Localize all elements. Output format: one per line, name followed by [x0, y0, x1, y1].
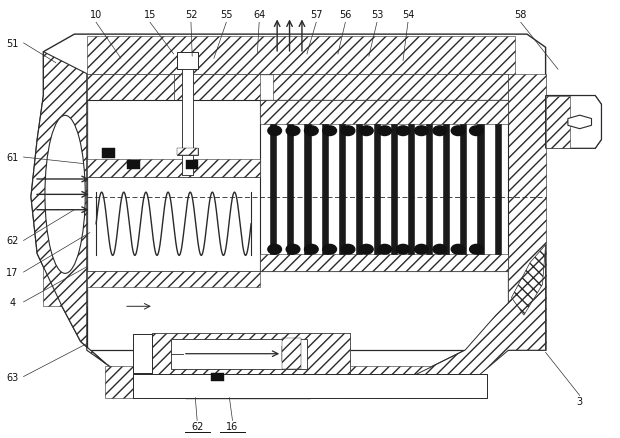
Text: 4: 4: [9, 297, 16, 307]
Circle shape: [396, 127, 410, 136]
Text: 17: 17: [6, 268, 19, 277]
Bar: [182, 70, 193, 175]
Polygon shape: [568, 116, 591, 129]
Text: 64: 64: [253, 11, 265, 20]
Bar: [182, 70, 193, 175]
Text: 52: 52: [185, 11, 197, 20]
Polygon shape: [512, 245, 546, 315]
Bar: [152, 333, 350, 374]
Circle shape: [341, 245, 355, 254]
Bar: [460, 125, 466, 254]
Circle shape: [433, 245, 446, 254]
Circle shape: [378, 127, 392, 136]
Polygon shape: [282, 346, 295, 361]
Bar: [408, 125, 414, 254]
Text: 58: 58: [515, 11, 527, 20]
Bar: [105, 366, 477, 399]
Text: 53: 53: [371, 11, 383, 20]
Bar: [133, 374, 487, 399]
Bar: [260, 254, 508, 272]
Bar: [87, 272, 260, 287]
Bar: [211, 373, 224, 381]
Circle shape: [341, 127, 355, 136]
Bar: [133, 374, 487, 399]
Text: 62: 62: [6, 236, 19, 246]
Circle shape: [415, 127, 428, 136]
Bar: [495, 125, 501, 254]
Bar: [133, 334, 152, 373]
Polygon shape: [546, 96, 601, 149]
Text: 15: 15: [144, 11, 156, 20]
Circle shape: [415, 245, 428, 254]
Bar: [87, 37, 515, 74]
Bar: [87, 74, 174, 101]
Bar: [174, 74, 260, 101]
Bar: [374, 125, 380, 254]
Bar: [391, 125, 397, 254]
Text: 10: 10: [90, 11, 102, 20]
Circle shape: [323, 245, 337, 254]
Bar: [425, 125, 432, 254]
Circle shape: [268, 127, 281, 136]
Bar: [304, 125, 311, 254]
Bar: [177, 149, 198, 155]
Text: 54: 54: [402, 11, 414, 20]
Circle shape: [304, 245, 318, 254]
Bar: [170, 339, 307, 369]
Polygon shape: [31, 35, 601, 399]
Circle shape: [378, 245, 392, 254]
Bar: [356, 125, 363, 254]
Bar: [477, 125, 484, 254]
Bar: [260, 101, 508, 272]
Polygon shape: [403, 245, 546, 381]
Bar: [87, 160, 260, 177]
Text: 63: 63: [6, 372, 19, 381]
Bar: [102, 149, 115, 159]
Bar: [133, 334, 152, 373]
Polygon shape: [508, 245, 546, 350]
Circle shape: [360, 245, 373, 254]
Bar: [177, 53, 198, 70]
Circle shape: [286, 245, 300, 254]
Bar: [43, 79, 87, 307]
Bar: [546, 96, 570, 149]
Text: 57: 57: [310, 11, 322, 20]
Circle shape: [323, 127, 337, 136]
Circle shape: [469, 245, 483, 254]
Circle shape: [286, 127, 300, 136]
Polygon shape: [31, 53, 105, 364]
Text: 56: 56: [339, 11, 352, 20]
Circle shape: [268, 245, 281, 254]
Bar: [322, 125, 328, 254]
Bar: [87, 74, 508, 350]
Text: 51: 51: [6, 39, 19, 49]
Bar: [287, 125, 293, 254]
Circle shape: [396, 245, 410, 254]
Text: 55: 55: [220, 11, 232, 20]
Bar: [282, 338, 301, 369]
Bar: [177, 53, 198, 70]
Bar: [260, 101, 508, 125]
Bar: [443, 125, 449, 254]
Circle shape: [433, 127, 446, 136]
Circle shape: [469, 127, 483, 136]
Text: 62: 62: [191, 421, 203, 431]
Ellipse shape: [45, 116, 86, 274]
Circle shape: [360, 127, 373, 136]
Text: 61: 61: [6, 153, 19, 162]
Bar: [127, 160, 140, 170]
Bar: [339, 125, 345, 254]
Circle shape: [304, 127, 318, 136]
Bar: [152, 333, 350, 374]
Circle shape: [451, 127, 465, 136]
Bar: [273, 74, 508, 101]
Text: 16: 16: [226, 421, 239, 431]
Bar: [270, 125, 276, 254]
Bar: [508, 74, 546, 350]
Bar: [177, 149, 198, 155]
Text: 3: 3: [577, 396, 583, 406]
Circle shape: [451, 245, 465, 254]
Bar: [186, 160, 198, 170]
